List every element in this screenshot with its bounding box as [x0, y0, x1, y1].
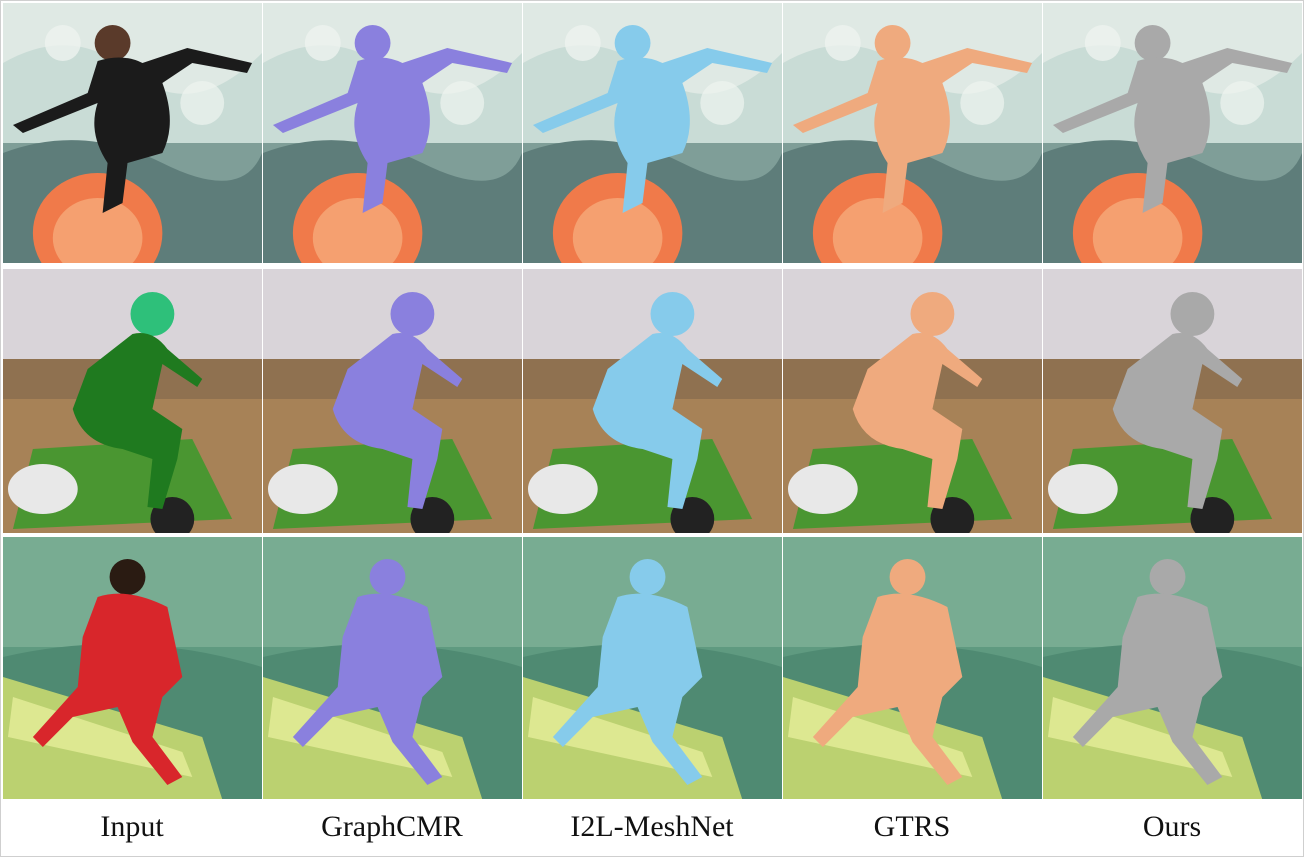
surfer-board-ours-image [1043, 537, 1302, 799]
surfer-wave-input-image [3, 3, 262, 263]
row-surfer-wave [3, 3, 1303, 263]
surfer-wave-graphcmr-image [263, 3, 522, 263]
surfer-board-input-image [3, 537, 262, 799]
label-ours: Ours [1142, 810, 1202, 843]
surfer-board-gtrs-image [783, 537, 1042, 799]
row-surfer-board [3, 537, 1303, 799]
motocross-i2l-image [523, 269, 782, 533]
motocross-graphcmr-image [263, 269, 522, 533]
motocross-ours-image [1043, 269, 1302, 533]
surfer-board-i2l-image [523, 537, 782, 799]
surfer-wave-ours-image [1043, 3, 1302, 263]
motocross-input-image [3, 269, 262, 533]
label-input: Input [100, 810, 164, 843]
column-labels: Input GraphCMR I2L-MeshNet GTRS Ours [0, 800, 1304, 857]
surfer-wave-i2l-image [523, 3, 782, 263]
label-gtrs: GTRS [873, 810, 951, 843]
label-graphcmr: GraphCMR [321, 810, 463, 843]
surfer-wave-gtrs-image [783, 3, 1042, 263]
surfer-board-graphcmr-image [263, 537, 522, 799]
label-i2l-meshnet: I2L-MeshNet [570, 810, 734, 843]
row-motocross [3, 269, 1303, 533]
motocross-gtrs-image [783, 269, 1042, 533]
